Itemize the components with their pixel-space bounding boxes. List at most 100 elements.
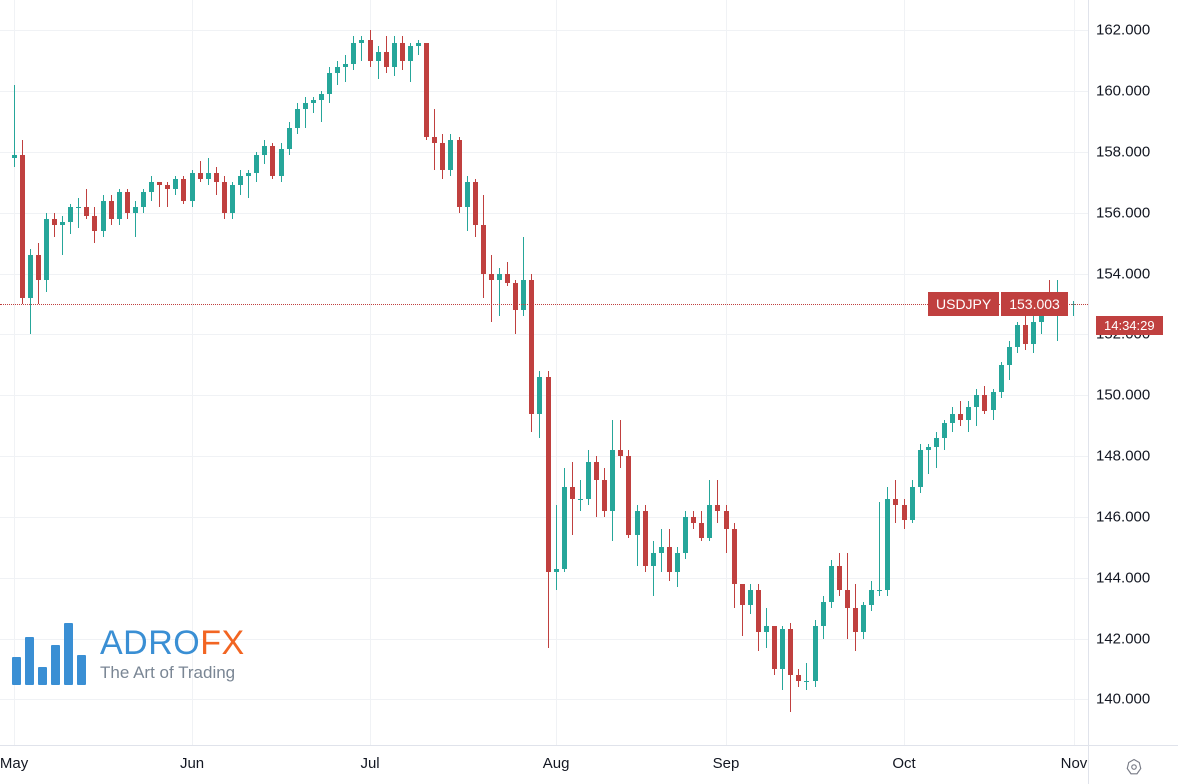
- candle-body: [149, 182, 154, 191]
- candle-body: [910, 487, 915, 520]
- candle-body: [829, 566, 834, 602]
- candle-body: [481, 225, 486, 274]
- y-axis-label: 158.000: [1096, 144, 1150, 161]
- candle-body: [643, 511, 648, 566]
- candle-body: [1023, 325, 1028, 343]
- candle-body: [991, 392, 996, 410]
- y-axis-label: 146.000: [1096, 508, 1150, 525]
- candle-body: [181, 179, 186, 200]
- candle-body: [303, 103, 308, 109]
- chart-plot-area[interactable]: ADROFX The Art of Trading: [0, 0, 1088, 745]
- y-axis-label: 142.000: [1096, 630, 1150, 647]
- time-axis[interactable]: MayJunJulAugSepOctNov: [0, 745, 1088, 784]
- candle-body: [165, 185, 170, 188]
- x-axis-label: Jun: [180, 755, 204, 772]
- candle-body: [68, 207, 73, 222]
- candle-body: [902, 505, 907, 520]
- candle-body: [36, 255, 41, 279]
- candle-body: [141, 192, 146, 207]
- candle-body: [1031, 322, 1036, 343]
- candle-wick: [653, 541, 654, 596]
- y-axis-label: 144.000: [1096, 569, 1150, 586]
- candle-body: [529, 280, 534, 414]
- settings-icon[interactable]: [1125, 758, 1143, 776]
- candle-body: [52, 219, 57, 225]
- y-axis-label: 154.000: [1096, 265, 1150, 282]
- candle-body: [667, 547, 672, 571]
- candle-body: [359, 40, 364, 43]
- candle-body: [546, 377, 551, 572]
- candle-body: [311, 100, 316, 103]
- current-price-line: [0, 304, 1088, 305]
- candle-body: [368, 40, 373, 61]
- candle-body: [974, 395, 979, 407]
- candle-body: [691, 517, 696, 523]
- candle-body: [92, 216, 97, 231]
- candle-body: [1015, 325, 1020, 346]
- candle-body: [416, 43, 421, 46]
- candle-body: [222, 182, 227, 212]
- candle-body: [432, 137, 437, 143]
- candle-body: [125, 192, 130, 213]
- candle-body: [683, 517, 688, 553]
- current-price-badge: USDJPY 153.003: [928, 292, 1068, 316]
- candle-body: [295, 109, 300, 127]
- logo-tagline: The Art of Trading: [100, 663, 245, 683]
- candle-body: [594, 462, 599, 480]
- logo-bars-icon: [12, 621, 86, 685]
- candle-wick: [806, 663, 807, 690]
- y-axis-label: 162.000: [1096, 22, 1150, 39]
- y-axis-label: 148.000: [1096, 448, 1150, 465]
- candle-body: [279, 149, 284, 176]
- candle-body: [173, 179, 178, 188]
- candle-body: [966, 407, 971, 419]
- candle-body: [715, 505, 720, 511]
- axis-divider-horizontal: [0, 745, 1178, 746]
- candle-body: [740, 584, 745, 605]
- candle-body: [76, 207, 81, 208]
- candle-body: [157, 182, 162, 185]
- candle-body: [562, 487, 567, 569]
- candle-body: [724, 511, 729, 529]
- x-axis-label: Aug: [543, 755, 570, 772]
- y-axis-label: 140.000: [1096, 691, 1150, 708]
- price-axis[interactable]: 162.000160.000158.000156.000154.000152.0…: [1088, 0, 1178, 745]
- candle-body: [821, 602, 826, 626]
- candle-body: [117, 192, 122, 219]
- candle-body: [262, 146, 267, 155]
- candle-body: [343, 64, 348, 67]
- candle-body: [392, 43, 397, 67]
- candle-body: [877, 590, 882, 591]
- candle-body: [918, 450, 923, 486]
- candle-body: [505, 274, 510, 283]
- candle-body: [845, 590, 850, 608]
- candle-wick: [580, 480, 581, 510]
- candle-body: [238, 176, 243, 185]
- candle-body: [626, 456, 631, 535]
- candle-body: [133, 207, 138, 213]
- candle-body: [707, 505, 712, 538]
- candle-wick: [556, 505, 557, 590]
- candle-body: [602, 480, 607, 510]
- candle-wick: [572, 462, 573, 535]
- candle-body: [287, 128, 292, 149]
- candle-body: [254, 155, 259, 173]
- candle-body: [788, 629, 793, 675]
- candle-body: [408, 46, 413, 61]
- candle-wick: [879, 502, 880, 596]
- x-axis-label: May: [0, 755, 28, 772]
- y-axis-label: 160.000: [1096, 83, 1150, 100]
- y-axis-label: 150.000: [1096, 387, 1150, 404]
- candle-body: [772, 626, 777, 669]
- axis-divider-vertical: [1088, 0, 1089, 784]
- candle-wick: [337, 61, 338, 85]
- candle-body: [893, 499, 898, 505]
- candle-body: [489, 274, 494, 280]
- candle-body: [861, 605, 866, 632]
- candle-body: [400, 43, 405, 61]
- candle-body: [457, 140, 462, 207]
- candle-body: [424, 43, 429, 137]
- candle-body: [206, 173, 211, 179]
- candle-body: [12, 155, 17, 158]
- candle-body: [101, 201, 106, 231]
